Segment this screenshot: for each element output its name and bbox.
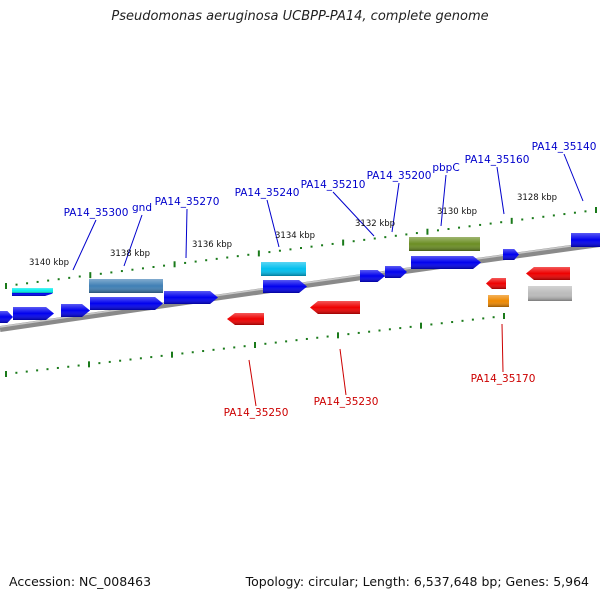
label-leader	[563, 153, 584, 202]
scale-label: 3130 kbp	[437, 207, 477, 217]
label-leaders	[72, 153, 584, 407]
label-leader	[248, 359, 257, 407]
scale-label: 3132 kbp	[355, 219, 395, 229]
gene-label: PA14_35140	[532, 141, 597, 153]
gene-label: PA14_35300	[64, 207, 129, 219]
gene-feature-plus-shade	[503, 249, 519, 260]
label-leader	[72, 219, 97, 271]
label-leader	[440, 174, 447, 227]
gene-label: pbpC	[432, 162, 459, 174]
gene-label: PA14_35250	[224, 407, 289, 419]
scale-label: 3136 kbp	[192, 240, 232, 250]
gene-feature-plus-shade	[13, 307, 54, 320]
label-leader	[123, 214, 143, 267]
gene-feature-minus-shade	[310, 301, 360, 314]
map-title: Pseudomonas aeruginosa UCBPP-PA14, compl…	[111, 9, 489, 24]
gene-label: PA14_35170	[471, 373, 536, 385]
gene-feature-plus-shade	[385, 266, 407, 278]
gene-label: PA14_35270	[155, 196, 220, 208]
gene-feature-plus-shade	[0, 311, 13, 323]
gene-label: PA14_35200	[367, 170, 432, 182]
gene-features	[0, 233, 600, 325]
scale-label: 3138 kbp	[110, 249, 150, 259]
gene-feature-plus-shade	[164, 291, 218, 304]
label-leader	[332, 191, 375, 237]
gene-label: PA14_35230	[314, 396, 379, 408]
gene-labels: PA14_35300 gnd PA14_35270PA14_35240PA14_35…	[64, 141, 597, 419]
gene-feature-plus-shade	[571, 233, 600, 247]
gene-label: gnd	[132, 202, 152, 214]
label-leader	[391, 182, 400, 233]
label-leader	[501, 323, 504, 373]
scale-label: 3140 kbp	[29, 258, 69, 268]
label-leader	[266, 199, 280, 248]
gene-feature-plus-shade	[61, 304, 90, 317]
gene-feature-plus-shade	[12, 288, 53, 293]
gene-feature-plus-shade	[409, 237, 480, 251]
topology-text: Topology: circular; Length: 6,537,648 bp…	[245, 574, 589, 589]
gene-feature-minus-shade	[227, 313, 264, 325]
gene-feature-plus-shade	[89, 279, 163, 293]
gene-feature-plus-shade	[261, 262, 306, 276]
scale-label: 3134 kbp	[275, 231, 315, 241]
gene-feature-minus-shade	[528, 286, 572, 301]
gene-feature-plus-shade	[411, 256, 481, 269]
gene-label: PA14_35160	[465, 154, 530, 166]
gene-label: PA14_35210	[301, 179, 366, 191]
gene-feature-plus-shade	[360, 270, 385, 282]
gene-feature-minus-shade	[488, 295, 509, 307]
gene-label: PA14_35240	[235, 187, 300, 199]
label-leader	[185, 208, 188, 259]
accession-text: Accession: NC_008463	[9, 574, 152, 589]
scale-labels: 3140 kbp 3138 kbp 3136 kbp 3134 kbp 3132 kbp…	[29, 193, 557, 268]
gene-feature-plus-shade	[263, 280, 307, 293]
scale-ticks	[5, 207, 597, 377]
label-leader	[339, 348, 347, 396]
scale-label: 3128 kbp	[517, 193, 557, 203]
gene-feature-minus-shade	[486, 278, 506, 289]
label-leader	[496, 166, 505, 215]
gene-feature-minus-shade	[526, 267, 570, 280]
gene-feature-plus-shade	[90, 297, 163, 310]
